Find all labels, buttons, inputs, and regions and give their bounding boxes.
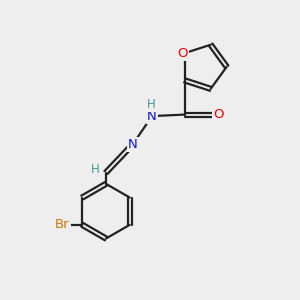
- Text: O: O: [177, 47, 188, 60]
- Text: Br: Br: [55, 218, 70, 231]
- Text: O: O: [213, 108, 224, 121]
- Text: N: N: [128, 138, 138, 151]
- Text: H: H: [147, 98, 156, 111]
- Text: N: N: [147, 110, 157, 123]
- Text: H: H: [91, 163, 100, 176]
